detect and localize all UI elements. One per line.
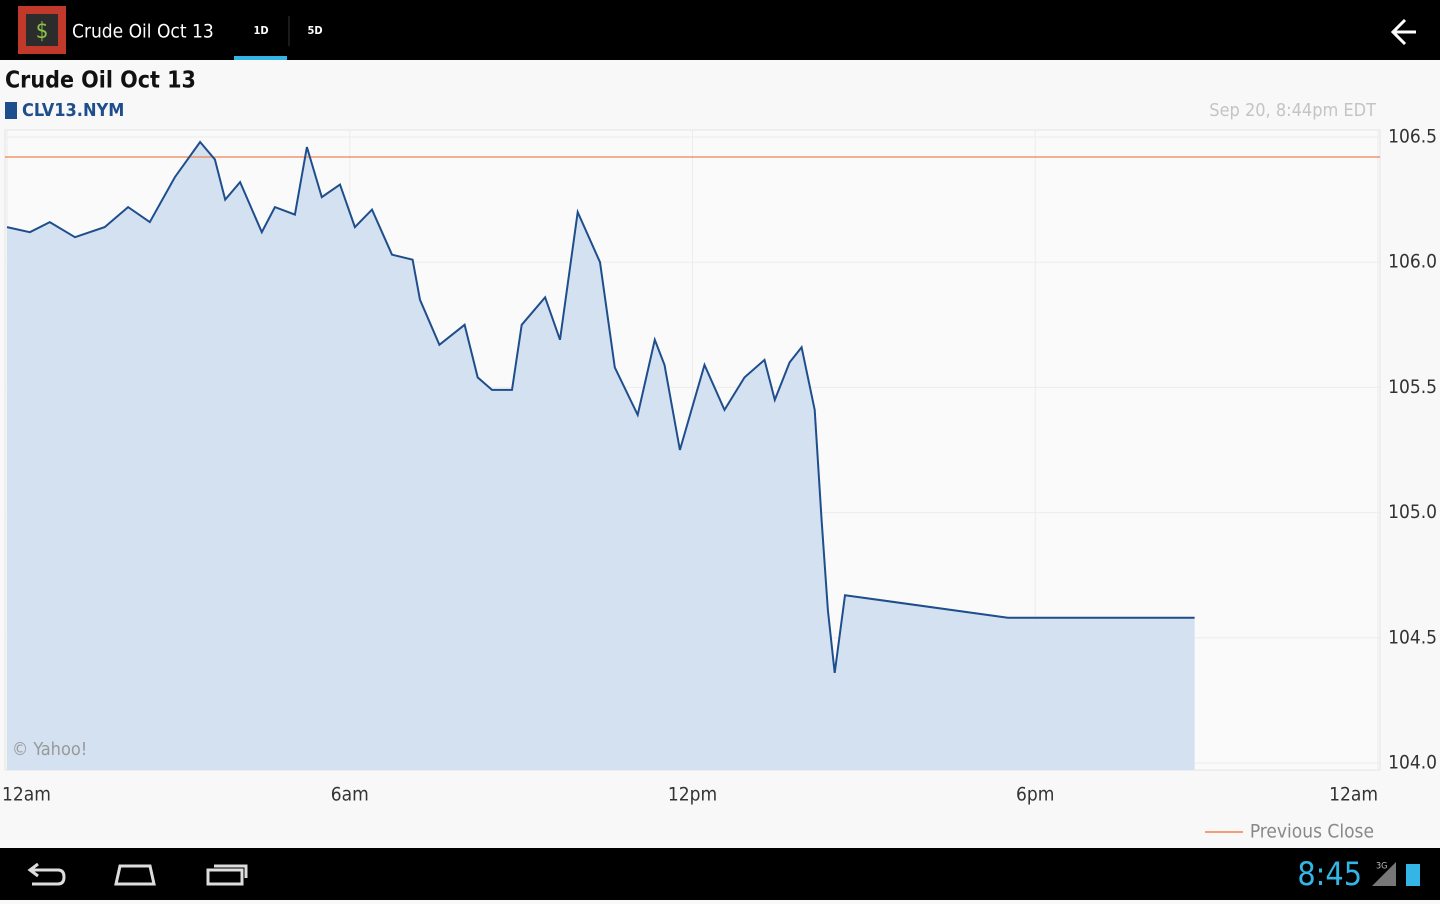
y-tick-label: 105.5 (1388, 376, 1437, 398)
tab[interactable]: 5D (307, 24, 322, 37)
clock: 8:45 (1297, 855, 1362, 893)
nav-bar (0, 848, 1440, 900)
x-tick-label: 12pm (668, 784, 717, 806)
credit: © Yahoo! (12, 739, 87, 760)
back-arrow[interactable] (1390, 18, 1416, 46)
app-title: Crude Oil Oct 13 (72, 21, 214, 43)
price-line (6, 140, 1195, 674)
x-tick-label: 6am (331, 784, 369, 806)
chart-title: Crude Oil Oct 13 (5, 68, 196, 94)
series-name: CLV13.NYM (22, 100, 124, 121)
legend-label: Previous Close (1250, 821, 1374, 843)
x-tick-label: 6pm (1016, 784, 1054, 806)
action-bar (0, 0, 1440, 60)
network: 3G (1376, 862, 1387, 872)
signal-icon (1372, 862, 1396, 886)
y-tick-label: 104.5 (1388, 626, 1437, 648)
area (7, 142, 1195, 770)
series-swatch (5, 102, 17, 119)
x-tick-label: 12am (2, 784, 51, 806)
home-button[interactable] (114, 864, 156, 886)
battery-icon (1406, 864, 1420, 886)
y-tick-label: 106.0 (1388, 251, 1437, 273)
y-tick-label: 104.0 (1388, 752, 1437, 774)
y-tick-label: 105.0 (1388, 501, 1437, 523)
x-tick-label: 12am (1329, 784, 1378, 806)
app-icon[interactable]: $ (18, 6, 66, 54)
timestamp: Sep 20, 8:44pm EDT (1209, 100, 1376, 121)
recents-button[interactable] (206, 864, 248, 886)
back-button[interactable] (27, 862, 66, 886)
svg-text:$: $ (36, 19, 49, 44)
y-tick-label: 106.5 (1388, 126, 1437, 148)
tab[interactable]: 1D (253, 24, 268, 37)
tab-indicator (234, 56, 287, 60)
